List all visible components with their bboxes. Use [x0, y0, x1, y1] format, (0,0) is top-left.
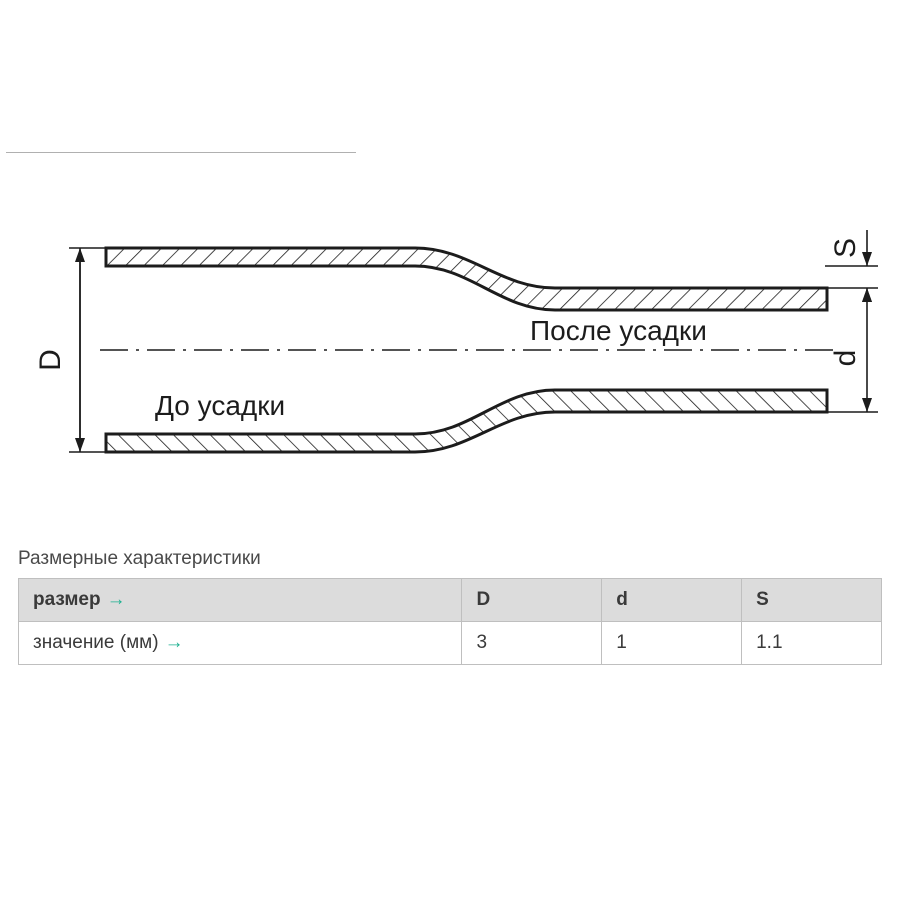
table-row: значение (мм)→ 3 1 1.1 [19, 622, 882, 665]
col-header-d: d [602, 579, 742, 622]
cell-d: 1 [602, 622, 742, 665]
top-wall-hatch [106, 248, 827, 310]
col-header-size: размер→ [19, 579, 462, 622]
table-title: Размерные характеристики [18, 548, 261, 570]
arrow-icon: → [159, 632, 184, 653]
dimension-letter-S: S [829, 238, 862, 258]
table-header-row: размер→ D d S [19, 579, 882, 622]
dimension-letter-D: D [34, 349, 67, 371]
row-label: значение (мм)→ [19, 622, 462, 665]
heatshrink-cross-section-diagram: До усадки После усадки D d S [0, 170, 900, 530]
label-before-shrink: До усадки [155, 390, 285, 421]
cell-S: 1.1 [742, 622, 882, 665]
dimension-letter-d: d [829, 350, 862, 367]
arrow-icon: → [101, 589, 126, 610]
col-header-D: D [462, 579, 602, 622]
label-after-shrink: После усадки [530, 315, 707, 346]
dimension-D: D [34, 248, 108, 452]
cell-D: 3 [462, 622, 602, 665]
col-header-S: S [742, 579, 882, 622]
horizontal-rule [6, 152, 356, 153]
dimension-d: d [825, 288, 878, 412]
dimension-S: S [825, 230, 878, 302]
dimensions-table: размер→ D d S значение (мм)→ 3 1 1.1 [18, 578, 882, 665]
